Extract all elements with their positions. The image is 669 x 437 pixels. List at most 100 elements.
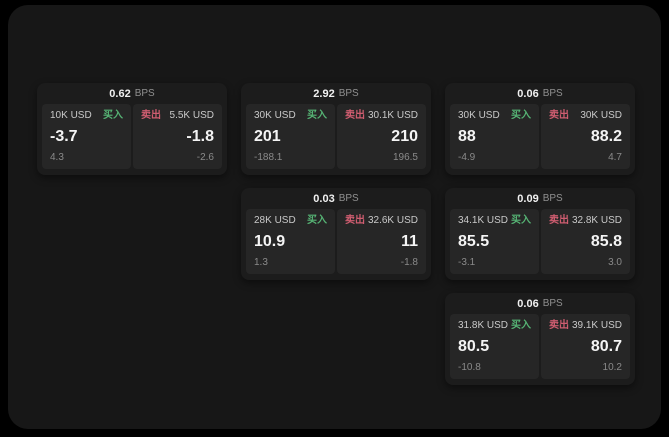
sell-value: 80.7: [590, 338, 622, 355]
buy-value: 80.5: [458, 338, 490, 355]
buy-amount: 30K USD: [458, 110, 500, 121]
card-header: 0.62 BPS: [37, 83, 227, 104]
quote-card: 0.06 BPS 30K USD 买入 88 -4.9 卖出 30K USD 8…: [445, 83, 635, 175]
buy-tag: 买入: [511, 110, 531, 121]
buy-panel: 34.1K USD 买入 85.5 -3.1: [450, 209, 539, 274]
bps-value: 2.92: [313, 87, 335, 100]
sell-panel: 卖出 32.8K USD 85.8 3.0: [541, 209, 630, 274]
sell-sub-value: 3.0: [608, 257, 622, 268]
sell-tag: 卖出: [345, 110, 365, 121]
sell-panel-top: 卖出 5.5K USD: [141, 111, 214, 121]
card-header: 0.06 BPS: [445, 83, 635, 104]
buy-panel-top: 34.1K USD 买入: [458, 216, 531, 226]
sell-value: 210: [391, 128, 418, 145]
sell-value: 88.2: [590, 128, 622, 145]
sell-amount: 30K USD: [580, 110, 622, 121]
buy-sub-value: -3.1: [458, 257, 476, 268]
sell-amount: 32.8K USD: [571, 215, 622, 226]
buy-amount: 34.1K USD: [458, 215, 509, 226]
card-body: 30K USD 买入 88 -4.9 卖出 30K USD 88.2 4.7: [445, 104, 635, 169]
quote-card: 0.09 BPS 34.1K USD 买入 85.5 -3.1 卖出 32.8K…: [445, 188, 635, 280]
quote-card: 0.62 BPS 10K USD 买入 -3.7 4.3 卖出 5.5K USD…: [37, 83, 227, 175]
card-body: 28K USD 买入 10.9 1.3 卖出 32.6K USD 11 -1.8: [241, 209, 431, 274]
bps-value: 0.06: [517, 87, 539, 100]
sell-amount: 32.6K USD: [367, 215, 418, 226]
card-body: 30K USD 买入 201 -188.1 卖出 30.1K USD 210 1…: [241, 104, 431, 169]
bps-unit-label: BPS: [542, 193, 563, 204]
card-header: 0.03 BPS: [241, 188, 431, 209]
sell-tag: 卖出: [549, 215, 569, 226]
buy-panel: 30K USD 买入 88 -4.9: [450, 104, 539, 169]
sell-tag: 卖出: [345, 215, 365, 226]
card-body: 10K USD 买入 -3.7 4.3 卖出 5.5K USD -1.8 -2.…: [37, 104, 227, 169]
buy-value: 10.9: [254, 233, 286, 250]
buy-panel-top: 31.8K USD 买入: [458, 321, 531, 331]
buy-sub-value: -188.1: [254, 152, 283, 163]
sell-sub-value: 4.7: [608, 152, 622, 163]
card-header: 0.06 BPS: [445, 293, 635, 314]
sell-panel: 卖出 39.1K USD 80.7 10.2: [541, 314, 630, 379]
card-header: 0.09 BPS: [445, 188, 635, 209]
buy-amount: 28K USD: [254, 215, 296, 226]
buy-sub-value: -10.8: [458, 362, 481, 373]
sell-panel-top: 卖出 30K USD: [549, 111, 622, 121]
sell-panel-top: 卖出 32.8K USD: [549, 216, 622, 226]
bps-value: 0.06: [517, 297, 539, 310]
buy-tag: 买入: [511, 215, 531, 226]
sell-value: 85.8: [590, 233, 622, 250]
bps-unit-label: BPS: [338, 193, 359, 204]
buy-amount: 30K USD: [254, 110, 296, 121]
bps-unit-label: BPS: [134, 88, 155, 99]
buy-tag: 买入: [307, 110, 327, 121]
sell-panel: 卖出 30K USD 88.2 4.7: [541, 104, 630, 169]
buy-panel-top: 30K USD 买入: [254, 111, 327, 121]
bps-value: 0.09: [517, 192, 539, 205]
sell-panel: 卖出 5.5K USD -1.8 -2.6: [133, 104, 222, 169]
bps-value: 0.03: [313, 192, 335, 205]
quote-card: 0.06 BPS 31.8K USD 买入 80.5 -10.8 卖出 39.1…: [445, 293, 635, 385]
buy-panel: 31.8K USD 买入 80.5 -10.8: [450, 314, 539, 379]
sell-sub-value: -2.6: [196, 152, 214, 163]
quote-card: 0.03 BPS 28K USD 买入 10.9 1.3 卖出 32.6K US…: [241, 188, 431, 280]
sell-amount: 5.5K USD: [169, 110, 214, 121]
buy-panel: 10K USD 买入 -3.7 4.3: [42, 104, 131, 169]
sell-panel-top: 卖出 30.1K USD: [345, 111, 418, 121]
sell-panel: 卖出 30.1K USD 210 196.5: [337, 104, 426, 169]
buy-sub-value: 1.3: [254, 257, 268, 268]
sell-amount: 30.1K USD: [367, 110, 418, 121]
buy-panel-top: 30K USD 买入: [458, 111, 531, 121]
app-surface: 0.62 BPS 10K USD 买入 -3.7 4.3 卖出 5.5K USD…: [8, 5, 661, 429]
card-header: 2.92 BPS: [241, 83, 431, 104]
bps-value: 0.62: [109, 87, 131, 100]
sell-value: 11: [401, 233, 418, 250]
sell-sub-value: 10.2: [602, 362, 622, 373]
bps-unit-label: BPS: [542, 298, 563, 309]
buy-value: 88: [458, 128, 476, 145]
sell-tag: 卖出: [549, 110, 569, 121]
buy-tag: 买入: [103, 110, 123, 121]
buy-value: -3.7: [50, 128, 78, 145]
buy-value: 85.5: [458, 233, 490, 250]
sell-tag: 卖出: [549, 320, 569, 331]
buy-amount: 31.8K USD: [458, 320, 509, 331]
sell-sub-value: -1.8: [400, 257, 418, 268]
buy-value: 201: [254, 128, 281, 145]
buy-panel: 30K USD 买入 201 -188.1: [246, 104, 335, 169]
sell-value: -1.8: [186, 128, 214, 145]
buy-panel-top: 10K USD 买入: [50, 111, 123, 121]
buy-sub-value: -4.9: [458, 152, 476, 163]
quote-card: 2.92 BPS 30K USD 买入 201 -188.1 卖出 30.1K …: [241, 83, 431, 175]
bps-unit-label: BPS: [338, 88, 359, 99]
buy-sub-value: 4.3: [50, 152, 64, 163]
sell-panel-top: 卖出 32.6K USD: [345, 216, 418, 226]
buy-tag: 买入: [307, 215, 327, 226]
sell-amount: 39.1K USD: [571, 320, 622, 331]
sell-sub-value: 196.5: [392, 152, 418, 163]
sell-tag: 卖出: [141, 110, 161, 121]
card-body: 34.1K USD 买入 85.5 -3.1 卖出 32.8K USD 85.8…: [445, 209, 635, 274]
buy-tag: 买入: [511, 320, 531, 331]
buy-panel: 28K USD 买入 10.9 1.3: [246, 209, 335, 274]
card-body: 31.8K USD 买入 80.5 -10.8 卖出 39.1K USD 80.…: [445, 314, 635, 379]
sell-panel: 卖出 32.6K USD 11 -1.8: [337, 209, 426, 274]
bps-unit-label: BPS: [542, 88, 563, 99]
